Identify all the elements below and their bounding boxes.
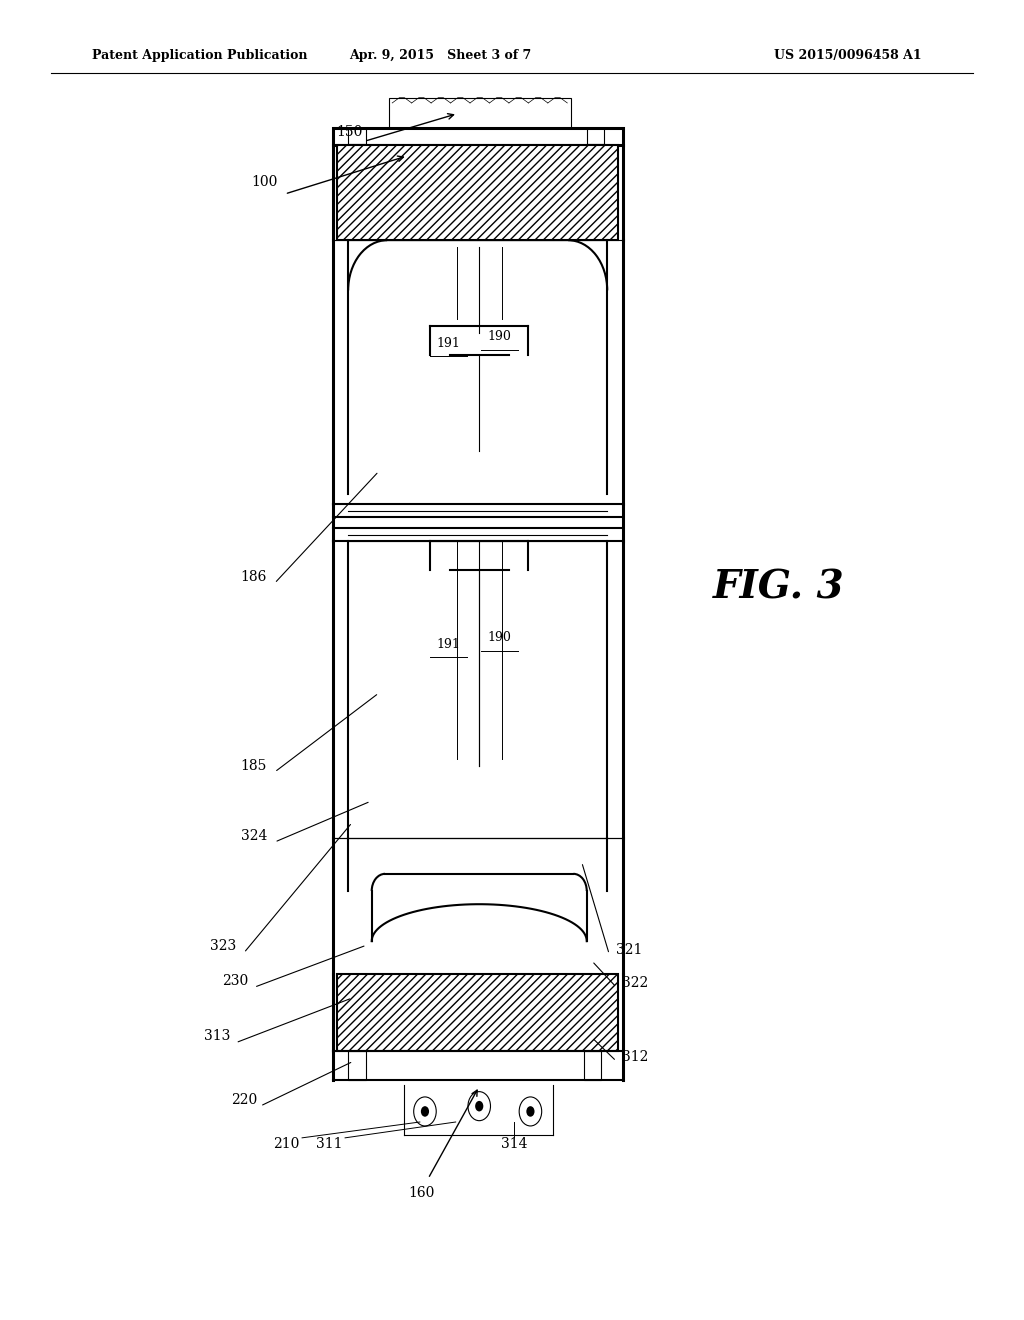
Text: 314: 314 [501,1138,527,1151]
Circle shape [421,1106,429,1117]
Text: 311: 311 [316,1138,343,1151]
Text: 313: 313 [204,1030,230,1043]
Text: 321: 321 [615,944,642,957]
Text: 191: 191 [436,638,461,651]
Circle shape [475,1101,483,1111]
Text: Apr. 9, 2015   Sheet 3 of 7: Apr. 9, 2015 Sheet 3 of 7 [349,49,531,62]
Text: 322: 322 [622,977,648,990]
Text: 190: 190 [487,330,512,343]
Text: 312: 312 [622,1051,648,1064]
Circle shape [526,1106,535,1117]
Text: 324: 324 [241,829,267,842]
Text: 100: 100 [251,176,278,189]
Text: 185: 185 [241,759,267,772]
Text: US 2015/0096458 A1: US 2015/0096458 A1 [774,49,922,62]
Polygon shape [389,98,571,128]
Text: 220: 220 [230,1093,257,1106]
Text: 191: 191 [436,337,461,350]
Text: 323: 323 [210,940,237,953]
Text: 230: 230 [222,974,249,987]
Text: 210: 210 [273,1138,300,1151]
Text: 190: 190 [487,631,512,644]
Polygon shape [337,145,618,240]
Text: FIG. 3: FIG. 3 [713,569,844,606]
Text: 160: 160 [409,1187,435,1200]
Text: 186: 186 [241,570,267,583]
Text: Patent Application Publication: Patent Application Publication [92,49,307,62]
Text: 150: 150 [336,125,362,139]
Polygon shape [337,974,618,1051]
